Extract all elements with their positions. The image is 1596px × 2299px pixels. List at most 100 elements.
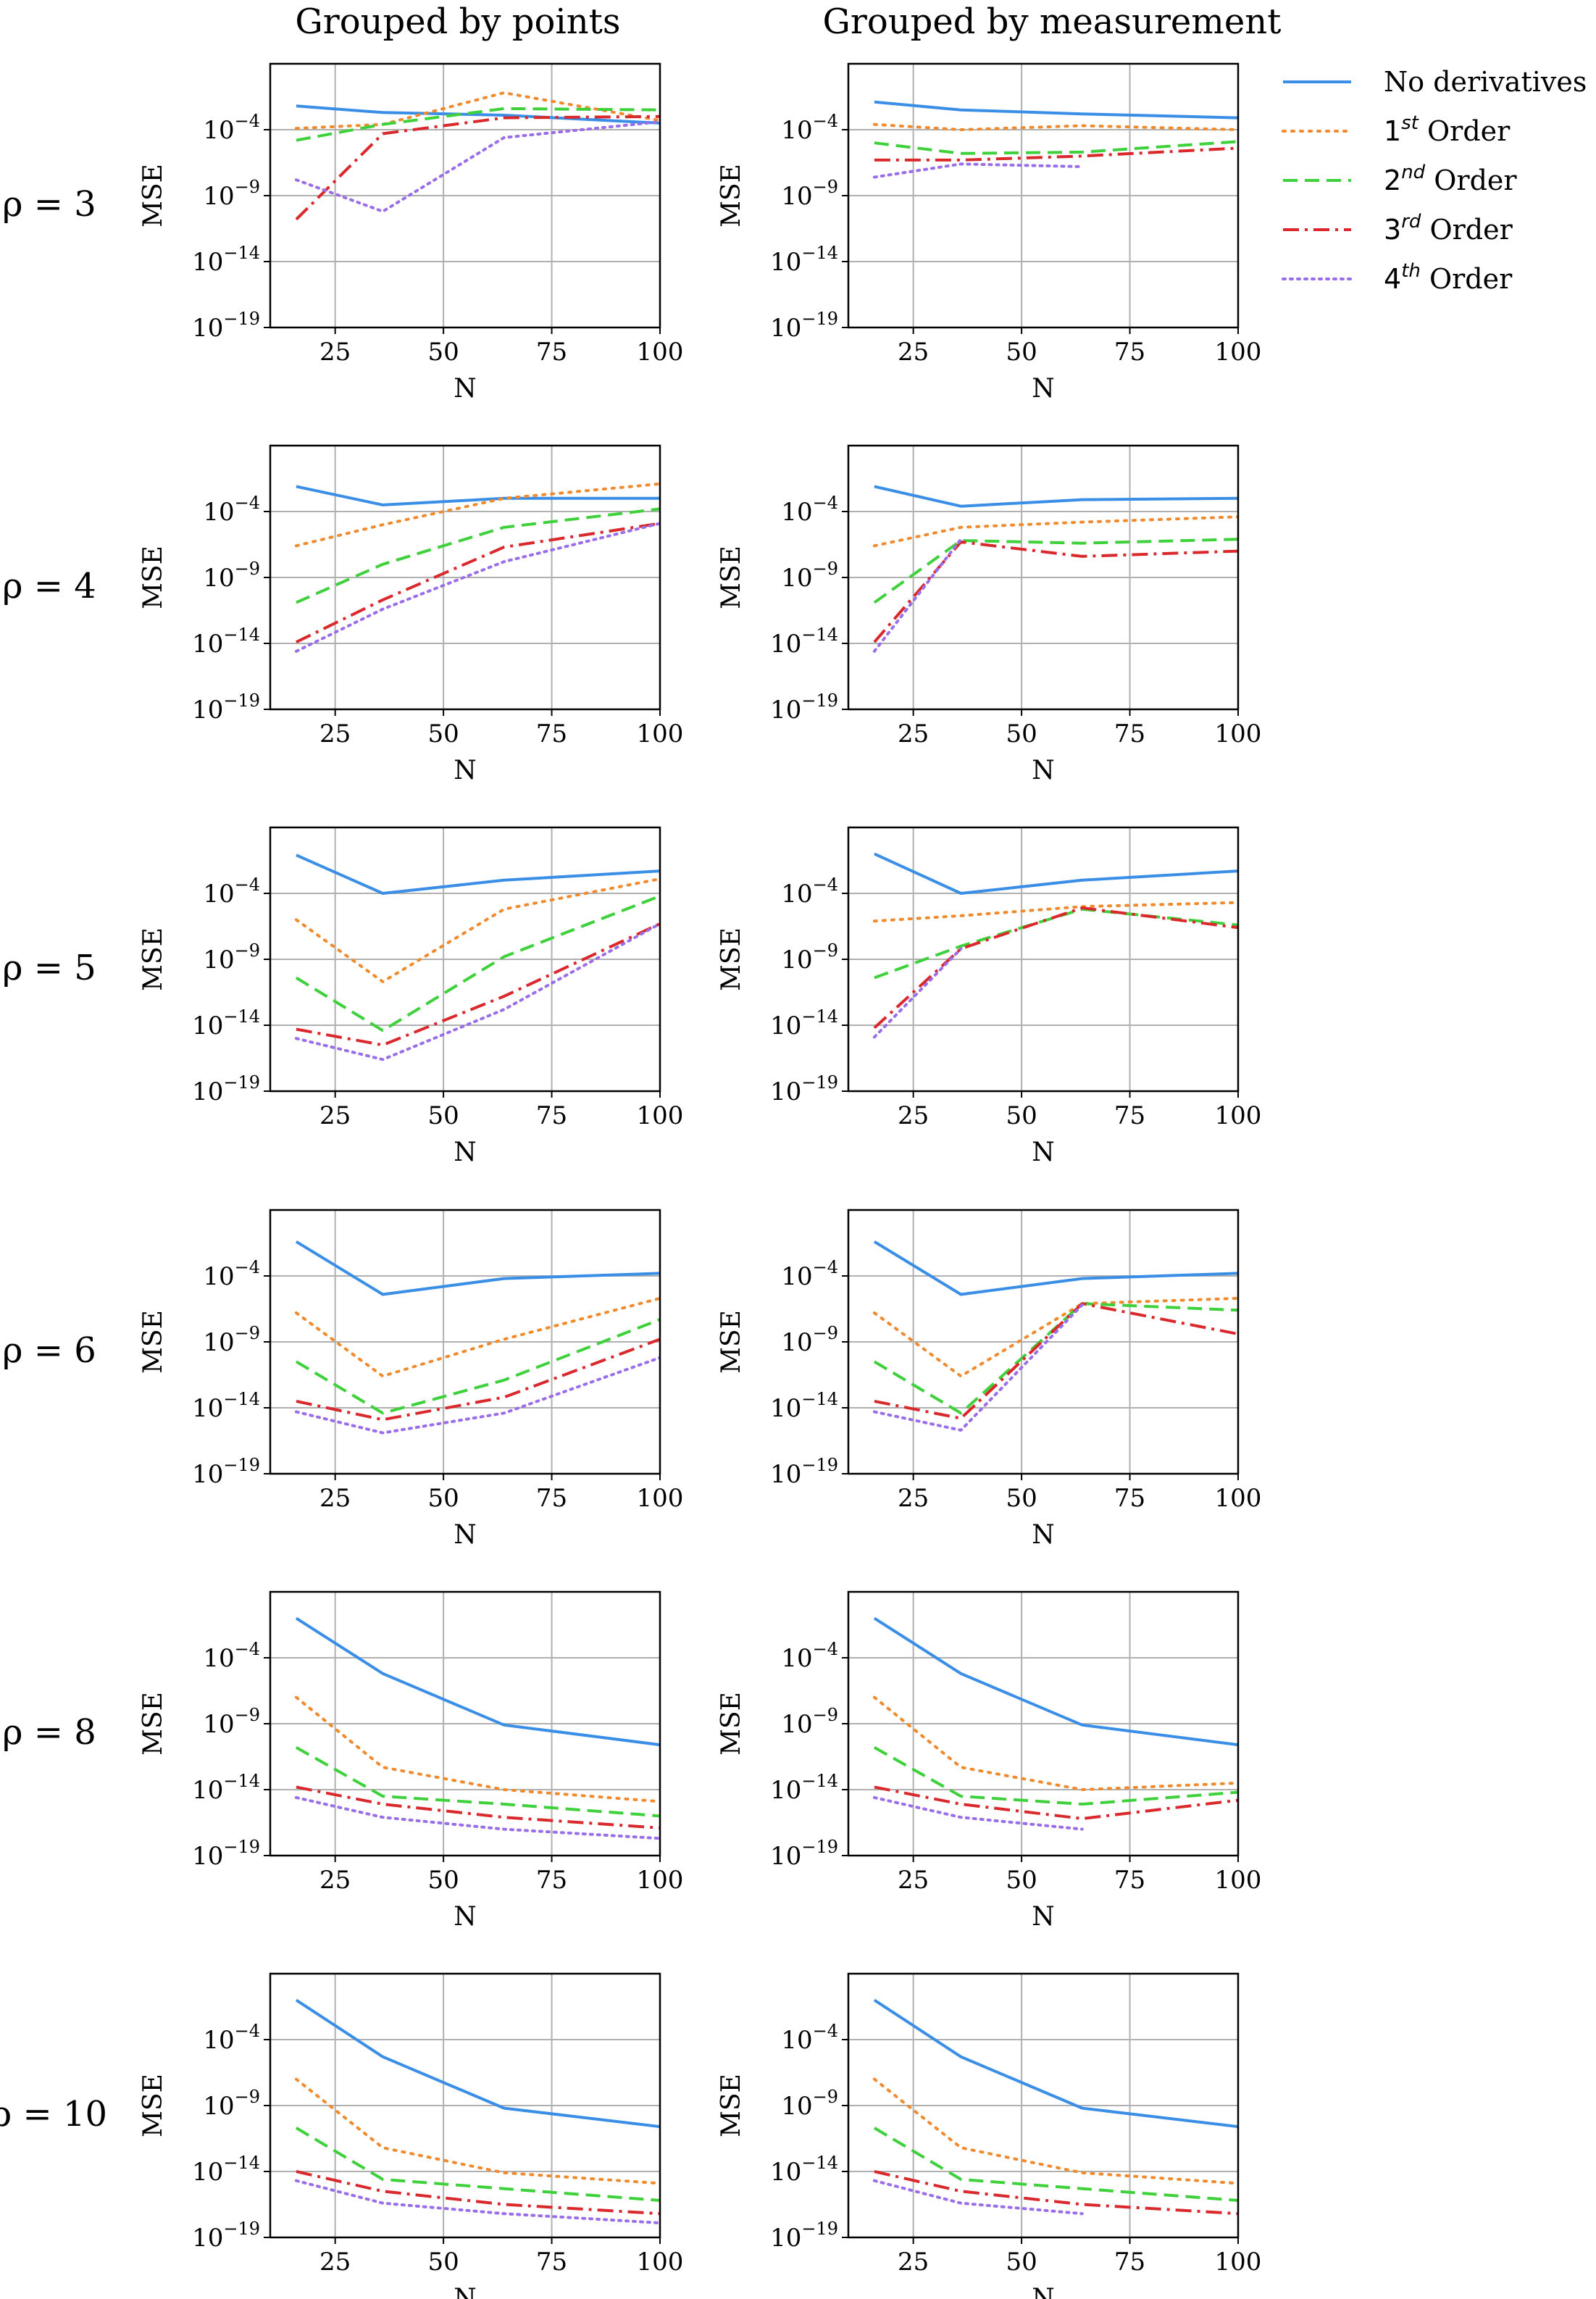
x-tick-label: 25: [898, 719, 929, 748]
series-line-o2: [295, 2127, 660, 2202]
x-axis-label: N: [454, 1520, 477, 1550]
x-axis-label: N: [454, 1138, 477, 1167]
series-line-o1: [872, 1695, 1238, 1791]
x-tick-label: 75: [536, 338, 567, 367]
series-line-o1: [872, 2077, 1238, 2185]
x-tick-label: 50: [427, 719, 459, 748]
series-line-o2: [295, 1746, 660, 1818]
y-tick-label: 10−19: [192, 309, 260, 343]
row-label: ρ = 3: [2, 184, 96, 225]
series-line-o2: [873, 1746, 1238, 1806]
series-line-no_deriv: [873, 1240, 1238, 1296]
y-tick-label: 10−9: [781, 940, 838, 975]
x-tick-label: 100: [637, 1866, 684, 1895]
series-line-o1: [872, 1296, 1238, 1378]
series-line-o4: [872, 2179, 1084, 2216]
series-group: [872, 852, 1238, 1039]
series-line-no_deriv: [295, 1616, 660, 1747]
y-tick-label: 10−9: [203, 559, 260, 593]
y-axis-label: MSE: [138, 546, 168, 609]
legend-label: 3rd Order: [1384, 211, 1513, 246]
panel-8-grouped-by-points: ρ = 8 25 50 75 100 10−19 10−14 10−9 10−4 N MSE: [2, 1590, 684, 1932]
legend-item-o3: 3rd Order: [1283, 211, 1513, 246]
series-line-no_deriv: [873, 1616, 1238, 1747]
x-tick-label: 25: [319, 1866, 351, 1895]
series-group: [294, 482, 660, 653]
y-tick-label: 10−4: [781, 875, 838, 909]
y-tick-label: 10−4: [203, 1257, 260, 1291]
series-group: [872, 100, 1238, 179]
x-tick-label: 25: [898, 338, 929, 367]
y-axis-label: MSE: [138, 1692, 168, 1756]
y-tick-label: 10−4: [781, 493, 838, 527]
x-tick-label: 75: [536, 1866, 567, 1895]
legend-label: 2nd Order: [1384, 162, 1517, 196]
y-tick-label: 10−4: [781, 1639, 838, 1673]
series-line-o4: [294, 522, 660, 653]
y-axis-label: MSE: [716, 1310, 746, 1374]
x-tick-label: 100: [637, 338, 684, 367]
y-tick-label: 10−14: [770, 625, 838, 659]
x-tick-label: 25: [319, 1101, 351, 1130]
series-line-o2: [296, 507, 660, 604]
series-line-o3: [295, 114, 660, 221]
legend-item-o2: 2nd Order: [1283, 162, 1517, 196]
series-line-o1: [294, 91, 660, 130]
column-title-points: Grouped by points: [295, 1, 620, 42]
x-axis-label: N: [454, 756, 477, 785]
x-tick-label: 100: [637, 719, 684, 748]
series-line-o4: [294, 1795, 660, 1840]
x-tick-label: 100: [1215, 2248, 1262, 2277]
series-line-o1: [294, 877, 660, 983]
x-tick-label: 75: [536, 1101, 567, 1130]
x-tick-label: 75: [536, 719, 567, 748]
panel-10-grouped-by-points: ρ = 10 25 50 75 100 10−19 10−14 10−9 10−4 N MSE: [0, 1972, 683, 2299]
x-tick-label: 100: [637, 1101, 684, 1130]
y-tick-label: 10−19: [770, 1072, 838, 1106]
y-axis-label: MSE: [716, 164, 746, 228]
x-tick-label: 50: [1006, 1866, 1037, 1895]
y-tick-label: 10−19: [192, 1837, 260, 1871]
series-group: [872, 1616, 1238, 1831]
series-line-o3: [296, 922, 660, 1047]
x-tick-label: 50: [427, 1101, 459, 1130]
y-tick-label: 10−14: [192, 243, 260, 277]
series-line-o4: [872, 538, 963, 653]
panel-grid: ρ = 3 25 50 75 100 10−19 10−14 10−9 10−4 N MSE 25 50…: [0, 62, 1262, 2299]
series-group: [872, 485, 1238, 653]
y-axis-label: MSE: [138, 927, 168, 991]
y-tick-label: 10−9: [203, 940, 260, 975]
series-group: [294, 1616, 660, 1840]
y-tick-label: 10−19: [192, 1455, 260, 1489]
y-tick-label: 10−4: [203, 2021, 260, 2055]
series-line-o1: [294, 1296, 660, 1378]
series-line-no_deriv: [874, 485, 1238, 508]
series-group: [294, 854, 660, 1061]
x-tick-label: 50: [1006, 1101, 1037, 1130]
x-tick-label: 50: [427, 1866, 459, 1895]
x-tick-label: 75: [536, 1484, 567, 1513]
series-line-no_deriv: [296, 104, 660, 125]
series-line-o4: [294, 2179, 660, 2224]
x-axis-label: N: [1032, 374, 1055, 404]
y-tick-label: 10−19: [770, 2219, 838, 2253]
series-group: [294, 91, 660, 221]
y-axis-label: MSE: [716, 927, 746, 991]
y-tick-label: 10−4: [203, 875, 260, 909]
y-tick-label: 10−4: [781, 111, 838, 145]
y-tick-label: 10−4: [781, 1257, 838, 1291]
x-axis-label: N: [1032, 756, 1055, 785]
column-title-measurement: Grouped by measurement: [823, 1, 1282, 42]
series-line-o1: [294, 482, 660, 548]
y-axis-label: MSE: [716, 2074, 746, 2137]
y-tick-label: 10−9: [203, 177, 260, 211]
y-tick-label: 10−19: [770, 690, 838, 725]
series-line-no_deriv: [874, 852, 1238, 895]
x-tick-label: 75: [1114, 719, 1145, 748]
x-tick-label: 100: [1215, 719, 1262, 748]
x-tick-label: 50: [1006, 338, 1037, 367]
x-tick-label: 50: [1006, 2248, 1037, 2277]
panel-10-grouped-by-measurement: 25 50 75 100 10−19 10−14 10−9 10−4 N MSE: [716, 1972, 1262, 2299]
x-tick-label: 75: [1114, 1866, 1145, 1895]
x-tick-label: 50: [1006, 719, 1037, 748]
